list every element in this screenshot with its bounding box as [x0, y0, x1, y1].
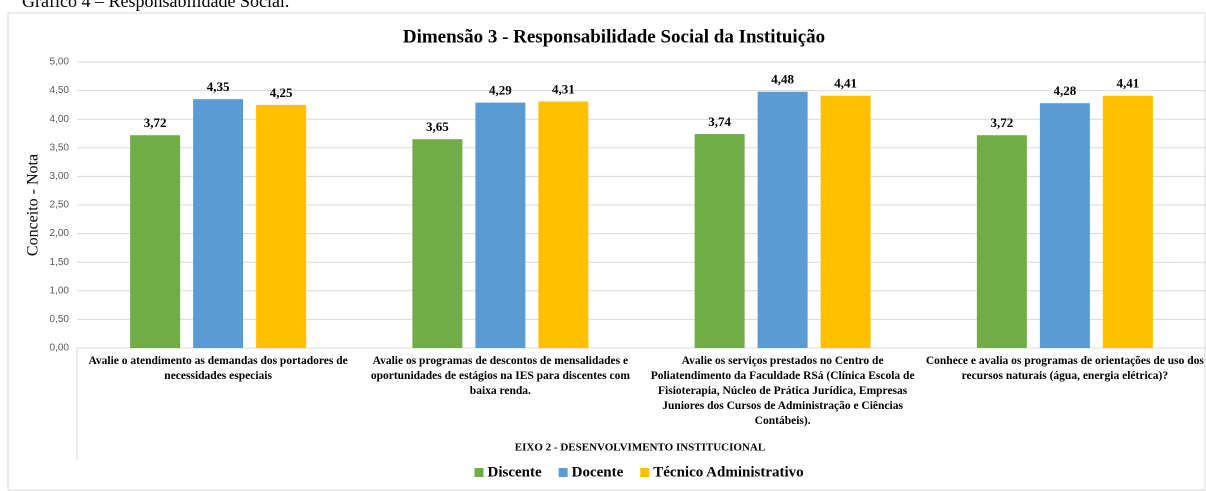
- y-tick-label: 3,00: [50, 171, 70, 182]
- y-tick-label: 1,00: [50, 285, 70, 296]
- caption: Gráfico 4 – Responsabilidade Social.: [22, 0, 289, 11]
- data-label: 4,25: [270, 85, 293, 100]
- x-tick-label-box: Avalie os serviços prestados no Centro d…: [650, 355, 915, 427]
- legend-swatch: [474, 468, 484, 477]
- bar: [193, 99, 244, 349]
- x-tick-label-box: Avalie o atendimento as demandas dos por…: [88, 355, 348, 382]
- y-tick-label: 5,00: [50, 57, 70, 68]
- data-label: 3,72: [991, 115, 1014, 130]
- bar: [475, 102, 526, 348]
- data-label: 4,31: [552, 81, 575, 96]
- x-tick-label-box: Avalie os programas de descontos de mens…: [370, 355, 630, 397]
- x-tick-label: Avalie o atendimento as demandas dos por…: [88, 355, 348, 382]
- x-tick-label: Avalie os programas de descontos de mens…: [370, 355, 630, 397]
- legend-swatch: [640, 468, 650, 477]
- bar: [820, 95, 871, 348]
- y-tick-label: 2,00: [50, 228, 70, 239]
- legend-label: Docente: [572, 464, 624, 480]
- bar: [256, 104, 307, 349]
- data-label: 3,72: [144, 115, 167, 130]
- legend-label: Discente: [487, 464, 541, 480]
- data-label: 4,41: [1117, 76, 1140, 91]
- chart-title: Dimensão 3 - Responsabilidade Social da …: [403, 26, 825, 47]
- bar: [1039, 103, 1090, 349]
- y-tick-label: 1,50: [50, 257, 70, 268]
- bar: [1102, 95, 1153, 348]
- bar: [130, 135, 181, 348]
- data-label: 4,41: [834, 76, 857, 91]
- y-tick-label: 0,50: [50, 314, 70, 325]
- x-tick-label-box: Conhece e avalia os programas de orienta…: [925, 355, 1204, 382]
- data-label: 3,65: [426, 119, 449, 134]
- y-tick-label: 2,50: [50, 200, 70, 211]
- bar: [412, 139, 463, 348]
- y-axis-title: Conceito - Nota: [25, 154, 42, 256]
- data-label: 4,35: [207, 79, 230, 94]
- bar: [538, 101, 589, 348]
- legend-swatch: [558, 468, 568, 477]
- y-tick-label: 0,00: [50, 343, 70, 354]
- y-tick-label: 4,00: [50, 114, 70, 125]
- y-tick-label: 4,50: [50, 85, 70, 96]
- y-tick-label: 3,50: [50, 142, 70, 153]
- x-tick-label: Conhece e avalia os programas de orienta…: [925, 355, 1204, 382]
- bar: [694, 134, 745, 348]
- x-axis-title: EIXO 2 - DESENVOLVIMENTO INSTITUCIONAL: [515, 442, 765, 454]
- data-label: 3,74: [708, 114, 731, 129]
- bar: [976, 135, 1027, 348]
- legend-label: Técnico Administrativo: [653, 464, 803, 480]
- bar: [757, 91, 808, 348]
- data-label: 4,28: [1054, 83, 1077, 98]
- data-label: 4,48: [771, 72, 794, 87]
- x-tick-label: Avalie os serviços prestados no Centro d…: [650, 355, 915, 427]
- data-label: 4,29: [489, 83, 512, 98]
